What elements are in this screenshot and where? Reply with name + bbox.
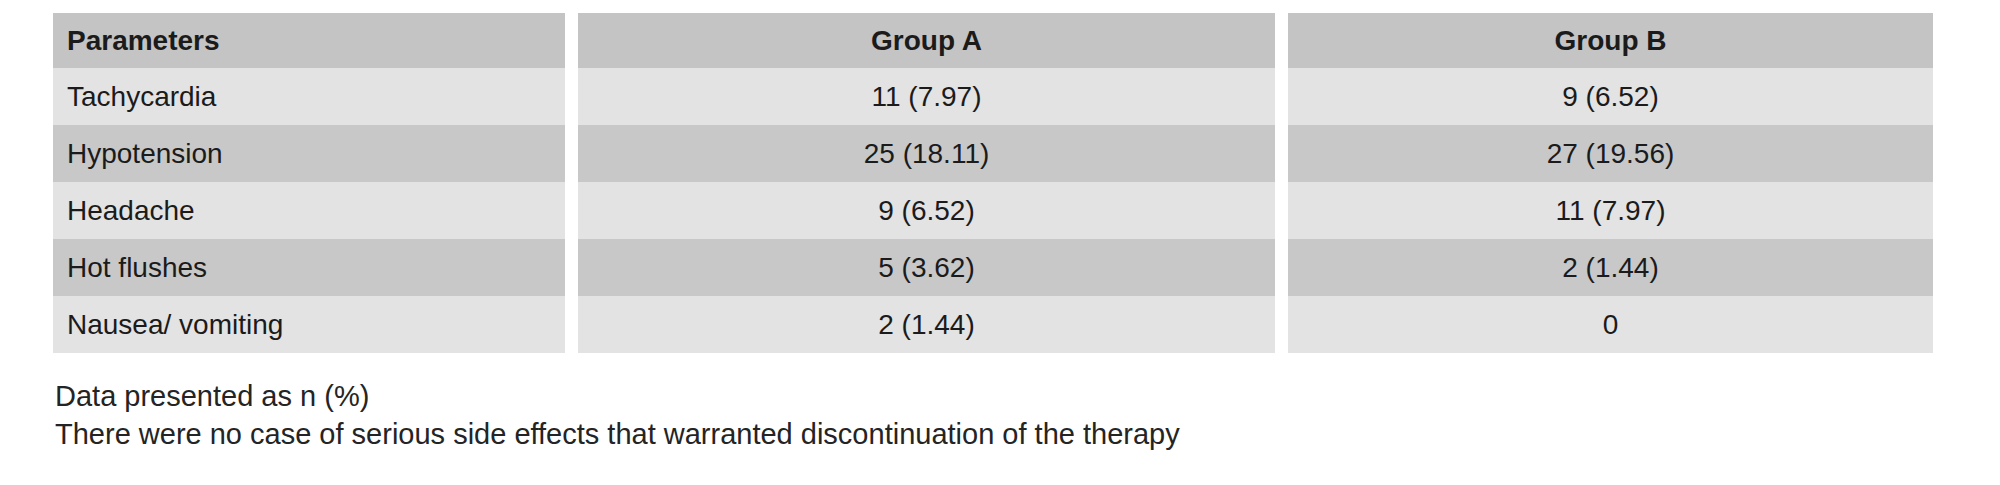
row-group-a-value: 25 (18.11): [578, 125, 1275, 182]
table-row: Hot flushes 5 (3.62) 2 (1.44): [53, 239, 1933, 296]
column-gutter: [1275, 296, 1288, 353]
row-group-b-value: 27 (19.56): [1288, 125, 1933, 182]
table-row: Nausea/ vomiting 2 (1.44) 0: [53, 296, 1933, 353]
row-group-a-value: 2 (1.44): [578, 296, 1275, 353]
column-gutter: [565, 68, 578, 125]
row-group-b-value: 0: [1288, 296, 1933, 353]
row-group-a-value: 5 (3.62): [578, 239, 1275, 296]
footnote-data-presentation: Data presented as n (%): [55, 377, 1180, 415]
table-row: Headache 9 (6.52) 11 (7.97): [53, 182, 1933, 239]
column-gutter: [1275, 182, 1288, 239]
page: Parameters Group A Group B Tachycardia 1…: [0, 0, 2000, 485]
row-group-b-value: 11 (7.97): [1288, 182, 1933, 239]
row-parameter: Hypotension: [53, 125, 565, 182]
row-parameter: Tachycardia: [53, 68, 565, 125]
row-parameter: Nausea/ vomiting: [53, 296, 565, 353]
row-group-b-value: 2 (1.44): [1288, 239, 1933, 296]
row-group-a-value: 11 (7.97): [578, 68, 1275, 125]
column-gutter: [565, 296, 578, 353]
table-row: Tachycardia 11 (7.97) 9 (6.52): [53, 68, 1933, 125]
row-parameter: Hot flushes: [53, 239, 565, 296]
row-parameter: Headache: [53, 182, 565, 239]
header-group-a: Group A: [578, 13, 1275, 68]
row-group-a-value: 9 (6.52): [578, 182, 1275, 239]
column-gutter: [1275, 125, 1288, 182]
table-header-row: Parameters Group A Group B: [53, 13, 1933, 68]
column-gutter: [1275, 68, 1288, 125]
column-gutter: [565, 182, 578, 239]
column-gutter: [565, 125, 578, 182]
column-gutter: [1275, 13, 1288, 68]
row-group-b-value: 9 (6.52): [1288, 68, 1933, 125]
adverse-events-table: Parameters Group A Group B Tachycardia 1…: [53, 13, 1933, 353]
column-gutter: [565, 13, 578, 68]
footnote-serious-side-effects: There were no case of serious side effec…: [55, 415, 1180, 453]
table-row: Hypotension 25 (18.11) 27 (19.56): [53, 125, 1933, 182]
header-parameters: Parameters: [53, 13, 565, 68]
column-gutter: [565, 239, 578, 296]
header-group-b: Group B: [1288, 13, 1933, 68]
column-gutter: [1275, 239, 1288, 296]
table-footnotes: Data presented as n (%) There were no ca…: [55, 377, 1180, 453]
